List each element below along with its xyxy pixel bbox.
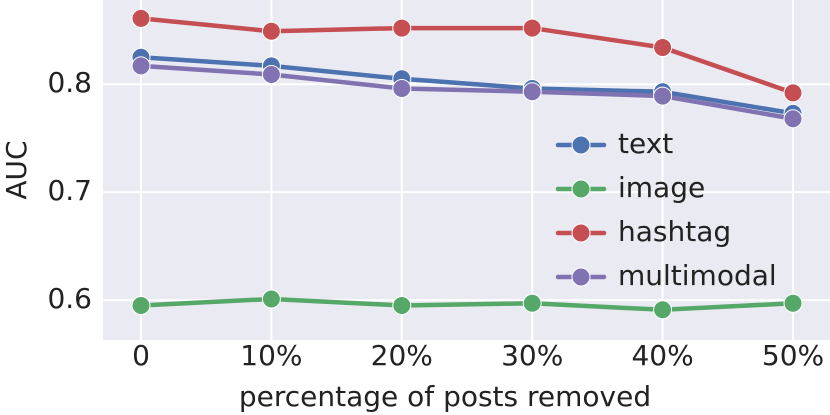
x-tick-label: 0 <box>132 339 150 372</box>
point <box>522 18 542 38</box>
series-line <box>138 54 796 116</box>
legend-label: hashtag <box>618 215 731 248</box>
y-tick-label: 0.6 <box>47 282 92 315</box>
plot-area <box>103 0 830 340</box>
point <box>783 109 803 129</box>
point <box>261 21 281 41</box>
point <box>522 82 542 102</box>
x-tick-label: 50% <box>762 339 824 372</box>
legend-label: image <box>618 171 705 204</box>
x-tick-label: 30% <box>501 339 563 372</box>
legend-label: text <box>618 127 673 160</box>
y-tick-label: 0.7 <box>47 174 92 207</box>
x-tick-label: 40% <box>631 339 693 372</box>
point <box>131 8 151 28</box>
series-line <box>138 296 796 313</box>
point <box>783 293 803 313</box>
point <box>653 300 673 320</box>
point <box>653 86 673 106</box>
point <box>653 37 673 57</box>
legend-marker <box>571 267 591 287</box>
point <box>392 79 412 99</box>
point <box>392 295 412 315</box>
point <box>261 64 281 84</box>
legend-marker <box>571 179 591 199</box>
marks <box>131 8 803 320</box>
series-line <box>138 63 796 121</box>
x-tick-label: 10% <box>240 339 302 372</box>
point <box>261 289 281 309</box>
point <box>392 18 412 38</box>
x-tick-label: 20% <box>371 339 433 372</box>
legend-label: multimodal <box>618 259 777 292</box>
legend-marker <box>571 135 591 155</box>
y-tick-label: 0.8 <box>47 66 92 99</box>
point <box>522 293 542 313</box>
point <box>131 295 151 315</box>
series-line <box>138 16 796 96</box>
point <box>131 56 151 76</box>
y-axis-label: AUC <box>0 140 33 199</box>
point <box>783 83 803 103</box>
x-axis-label: percentage of posts removed <box>239 380 651 413</box>
legend-marker <box>571 223 591 243</box>
